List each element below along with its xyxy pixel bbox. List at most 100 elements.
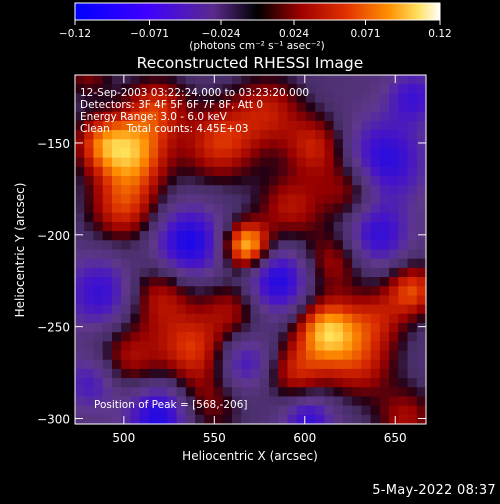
heatmap-cell <box>259 176 270 186</box>
heatmap-cell <box>130 405 141 416</box>
y-tick-label: −150 <box>37 137 70 151</box>
heatmap-cell <box>185 332 196 342</box>
heatmap-cell <box>315 221 325 232</box>
heatmap-cell <box>158 322 168 333</box>
heatmap-cell <box>370 102 381 113</box>
heatmap-cell <box>361 111 372 122</box>
heatmap-cell <box>287 359 298 370</box>
heatmap-cell <box>389 176 399 186</box>
heatmap-cell <box>204 111 215 122</box>
heatmap-cell <box>333 130 344 140</box>
heatmap-cell <box>204 405 215 416</box>
heatmap-cell <box>361 295 372 306</box>
heatmap-cell <box>75 387 85 398</box>
heatmap-cell <box>176 75 187 85</box>
heatmap-cell <box>324 405 335 416</box>
heatmap-cell <box>75 350 85 361</box>
heatmap-cell <box>361 221 372 232</box>
heatmap-cell <box>232 258 242 269</box>
heatmap-cell <box>222 157 233 168</box>
heatmap-cell <box>370 295 381 306</box>
heatmap-cell <box>213 368 224 379</box>
heatmap-cell <box>259 387 270 398</box>
heatmap-cell <box>139 148 150 159</box>
heatmap-cell <box>250 258 261 269</box>
heatmap-cell <box>352 166 362 177</box>
heatmap-cell <box>84 148 95 159</box>
heatmap-cell <box>195 304 205 315</box>
heatmap-cell <box>167 396 178 407</box>
heatmap-cell <box>84 341 95 352</box>
heatmap-cell <box>102 341 113 352</box>
heatmap-cell <box>204 84 215 94</box>
heatmap-cell <box>342 231 353 241</box>
heatmap-cell <box>407 313 418 324</box>
heatmap-cell <box>250 249 261 260</box>
heatmap-cell <box>222 414 233 425</box>
heatmap-cell <box>305 166 316 177</box>
heatmap-cell <box>102 286 113 297</box>
heatmap-cell <box>232 84 242 94</box>
heatmap-cell <box>93 341 104 352</box>
heatmap-cell <box>93 157 104 168</box>
heatmap-cell <box>213 396 224 407</box>
heatmap-cell <box>93 368 104 379</box>
heatmap-cell <box>259 212 270 223</box>
heatmap-cell <box>139 185 150 195</box>
heatmap-cell <box>222 286 233 297</box>
heatmap-cell <box>296 240 307 251</box>
annotation-block: 12-Sep-2003 03:22:24.000 to 03:23:20.000… <box>80 87 309 135</box>
heatmap-cell <box>287 368 298 379</box>
heatmap-cell <box>148 84 159 94</box>
heatmap-cell <box>176 258 187 269</box>
heatmap-cell <box>324 313 335 324</box>
heatmap-cell <box>250 396 261 407</box>
heatmap-cell <box>232 378 242 388</box>
heatmap-cell <box>305 75 316 85</box>
heatmap-cell <box>213 75 224 85</box>
heatmap-cell <box>158 75 168 85</box>
heatmap-cell <box>232 203 242 214</box>
heatmap-cell <box>130 84 141 94</box>
heatmap-cell <box>167 332 178 342</box>
heatmap-cell <box>222 258 233 269</box>
heatmap-cell <box>389 102 399 113</box>
heatmap-cell <box>268 378 279 388</box>
heatmap-cell <box>342 359 353 370</box>
heatmap-cell <box>389 295 399 306</box>
heatmap-cell <box>389 120 399 131</box>
heatmap-cell <box>241 176 252 186</box>
heatmap-cell <box>111 111 122 122</box>
heatmap-cell <box>315 378 325 388</box>
heatmap-cell <box>121 414 132 425</box>
heatmap-cell <box>75 231 85 241</box>
heatmap-cell <box>222 396 233 407</box>
heatmap-cell <box>121 405 132 416</box>
heatmap-cell <box>204 139 215 150</box>
heatmap-cell <box>398 111 409 122</box>
heatmap-cell <box>204 350 215 361</box>
heatmap-cell <box>148 130 159 140</box>
heatmap-cell <box>121 194 132 205</box>
heatmap-cell <box>315 84 325 94</box>
heatmap-cell <box>176 359 187 370</box>
heatmap-cell <box>352 378 362 388</box>
heatmap-cell <box>93 130 104 140</box>
heatmap-cell <box>333 414 344 425</box>
heatmap-cell <box>259 258 270 269</box>
heatmap-cell <box>352 332 362 342</box>
heatmap-cell <box>296 258 307 269</box>
heatmap-cell <box>296 166 307 177</box>
heatmap-cell <box>139 203 150 214</box>
heatmap-cell <box>324 102 335 113</box>
heatmap-cell <box>185 102 196 113</box>
heatmap-cell <box>287 240 298 251</box>
heatmap-cell <box>352 304 362 315</box>
heatmap-cell <box>84 212 95 223</box>
heatmap-cell <box>259 341 270 352</box>
heatmap-cell <box>370 120 381 131</box>
heatmap-cell <box>167 203 178 214</box>
heatmap-cell <box>324 249 335 260</box>
heatmap-cell <box>305 304 316 315</box>
heatmap-cell <box>158 93 168 104</box>
